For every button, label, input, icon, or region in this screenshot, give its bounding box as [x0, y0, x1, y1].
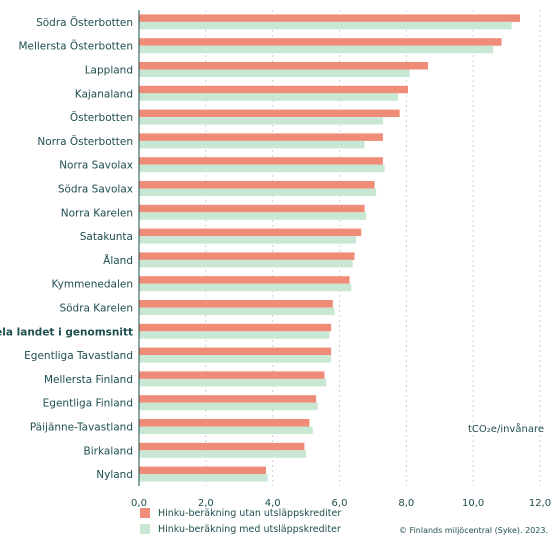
bar-series-2 [139, 331, 330, 339]
bar-series-2 [139, 21, 512, 30]
legend-swatch-series-2 [140, 524, 150, 534]
category-label: Österbotten [70, 111, 133, 124]
category-label: Kymmenedalen [52, 279, 134, 291]
bar-series-2 [139, 164, 385, 173]
bar-series-1 [139, 85, 409, 94]
bar-series-1 [139, 204, 365, 213]
bar-series-1 [139, 276, 350, 284]
category-label: Norra Österbotten [37, 135, 133, 148]
category-label: Södra Österbotten [36, 16, 133, 29]
legend-swatch-series-1 [140, 508, 150, 518]
bar-series-1 [139, 252, 355, 260]
category-label: Hela landet i genomsnitt [0, 326, 133, 338]
category-label: Egentliga Finland [43, 398, 133, 410]
category-label: Nyland [96, 469, 133, 481]
bar-series-1 [139, 466, 266, 475]
x-tick-label: 6,0 [332, 498, 348, 509]
bar-series-2 [139, 355, 332, 363]
bar-series-1 [139, 62, 429, 70]
category-label: Mellersta Österbotten [18, 40, 133, 53]
credit-text: © Finlands miljöcentral (Syke). 2023. [399, 526, 548, 535]
category-label: Egentliga Tavastland [24, 350, 133, 362]
bar-series-2 [139, 259, 353, 268]
category-label: Birkaland [84, 445, 133, 457]
x-tick-label: 12,0 [529, 498, 551, 509]
category-label: Mellersta Finland [44, 374, 133, 386]
bar-series-1 [139, 323, 332, 332]
bar-series-2 [139, 117, 383, 125]
bar-series-2 [139, 474, 268, 482]
legend: Hinku-beräkning utan utsläppskrediter Hi… [140, 505, 341, 537]
category-label: Satakunta [80, 231, 133, 243]
x-tick-label: 0,0 [131, 498, 147, 509]
x-axis-unit: tCO₂e/invånare [468, 424, 544, 435]
category-label: Kajanaland [75, 88, 133, 100]
bar-series-1 [139, 395, 317, 403]
bar-series-2 [139, 426, 313, 434]
bar-series-1 [139, 181, 375, 189]
bar-series-1 [139, 371, 325, 379]
category-label: Åland [103, 254, 133, 267]
legend-label-series-1: Hinku-beräkning utan utsläppskrediter [158, 507, 342, 519]
bar-series-1 [139, 300, 333, 308]
category-label: Norra Savolax [59, 160, 133, 172]
bar-series-2 [139, 93, 398, 101]
bar-series-2 [139, 69, 410, 77]
bar-series-1 [139, 38, 502, 46]
category-label: Södra Savolax [58, 184, 133, 196]
bar-series-1 [139, 133, 383, 141]
bar-series-2 [139, 140, 365, 149]
category-label: Norra Karelen [61, 207, 133, 219]
bar-series-1 [139, 419, 310, 427]
bar-series-2 [139, 307, 335, 315]
bar-series-2 [139, 236, 357, 244]
x-tick-label: 4,0 [265, 498, 281, 509]
legend-label-series-2: Hinku-beräkning med utsläppskrediter [158, 523, 341, 535]
x-tick-label: 2,0 [198, 498, 214, 509]
bar-series-2 [139, 212, 367, 220]
category-label: Päijänne-Tavastland [30, 422, 133, 434]
bar-series-2 [139, 402, 318, 411]
bar-series-2 [139, 45, 494, 54]
bar-series-2 [139, 378, 327, 387]
category-label: Lappland [85, 65, 133, 77]
legend-item-series-2: Hinku-beräkning med utsläppskrediter [140, 521, 341, 537]
bar-series-2 [139, 188, 377, 196]
bar-series-1 [139, 228, 362, 237]
legend-item-series-1: Hinku-beräkning utan utsläppskrediter [140, 505, 341, 521]
bar-series-1 [139, 347, 332, 356]
bar-series-1 [139, 109, 400, 118]
bar-series-2 [139, 450, 307, 458]
bar-series-1 [139, 442, 305, 451]
x-tick-label: 10,0 [462, 498, 484, 509]
bar-series-1 [139, 14, 520, 22]
category-label: Södra Karelen [59, 303, 133, 315]
bar-series-1 [139, 157, 383, 165]
x-tick-label: 8,0 [398, 498, 414, 509]
bar-series-2 [139, 283, 352, 292]
